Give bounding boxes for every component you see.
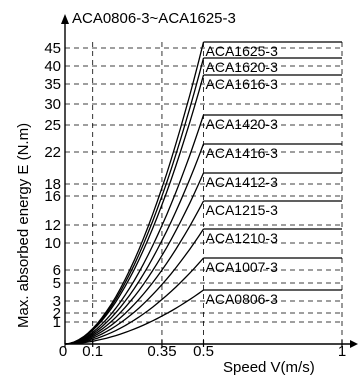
grid-lines	[65, 38, 343, 344]
y-tick-label: 16	[44, 188, 61, 205]
y-tick-label: 1	[53, 314, 61, 331]
y-tick-label: 22	[44, 144, 61, 161]
x-tick-label: 0	[59, 343, 67, 360]
series-label: ACA1007-3	[206, 259, 279, 275]
y-tick-label: 5	[53, 275, 61, 292]
curve-ACA1625-3	[64, 41, 205, 345]
y-tick-label: 18	[44, 176, 61, 193]
series-label: ACA1420-3	[206, 116, 279, 132]
chart-title: ACA0806-3~ACA1625-3	[72, 10, 236, 27]
series-curves	[64, 41, 205, 345]
y-tick-label: 10	[44, 235, 61, 252]
series-plateaus	[203, 41, 342, 291]
y-axis-label: Max. absorbed energy E (N.m)	[15, 123, 32, 328]
curve-ACA1420-3	[64, 114, 205, 345]
y-tick-label: 3	[53, 293, 61, 310]
y-tick-label: 6	[53, 262, 61, 279]
x-tick-label: 1	[338, 343, 346, 360]
series-label: ACA1616-3	[206, 76, 279, 92]
curve-ACA1007-3	[64, 257, 204, 345]
axes	[61, 14, 358, 348]
x-axis-label: Speed V(m/s)	[223, 359, 315, 376]
series-label: ACA1416-3	[206, 145, 279, 161]
series-label: ACA1412-3	[206, 174, 279, 190]
x-tick-label: 0.1	[82, 343, 103, 360]
y-tick-label: 25	[44, 117, 61, 134]
x-tick-label: 0.5	[193, 343, 214, 360]
series-label: ACA1210-3	[206, 230, 279, 246]
series-label: ACA1620-3	[206, 59, 279, 75]
x-tick-labels: 0 0.1 0.35 0.5 1	[59, 343, 346, 360]
series-label: ACA1625-3	[206, 43, 279, 59]
curve-ACA1412-3	[64, 172, 205, 345]
curve-ACA1416-3	[64, 143, 205, 345]
curve-ACA1215-3	[64, 200, 205, 345]
series-label: ACA1215-3	[206, 202, 279, 218]
curve-ACA1616-3	[64, 74, 205, 345]
x-tick-label: 0.35	[147, 343, 176, 360]
y-tick-label: 40	[44, 58, 61, 75]
y-tick-label: 12	[44, 217, 61, 234]
series-label: ACA0806-3	[206, 291, 279, 307]
y-tick-label: 2	[53, 305, 61, 322]
curve-ACA0806-3	[64, 289, 204, 345]
x-axis-arrow	[350, 340, 358, 348]
y-tick-label: 45	[44, 40, 61, 57]
y-tick-label: 35	[44, 76, 61, 93]
curve-ACA1210-3	[64, 228, 205, 345]
y-axis-arrow	[61, 14, 69, 24]
y-tick-label: 30	[44, 96, 61, 113]
